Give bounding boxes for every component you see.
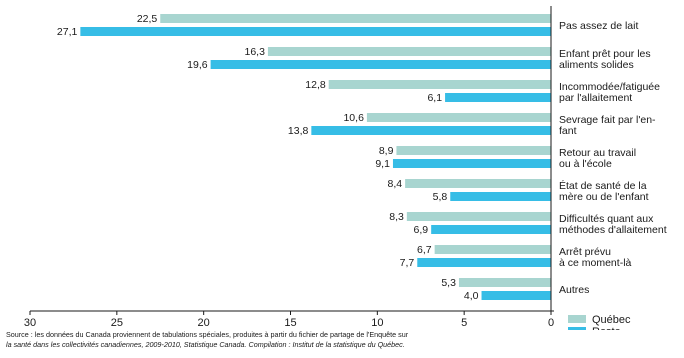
- value-label-quebec-1: 22,5: [137, 13, 158, 25]
- x-tick-label-5: 5: [461, 317, 467, 329]
- bar-quebec-9: [458, 278, 551, 287]
- bar-quebec-7: [406, 212, 551, 221]
- value-label-reste-du-canada-1: 27,1: [57, 26, 78, 38]
- bar-quebec-3: [328, 80, 551, 89]
- value-label-reste-du-canada-9: 4,0: [464, 290, 479, 302]
- bar-reste-du-canada-2: [210, 60, 551, 69]
- x-tick-label-15: 15: [284, 317, 296, 329]
- value-label-quebec-2: 16,3: [244, 46, 265, 58]
- x-tick-label-20: 20: [198, 317, 210, 329]
- value-label-quebec-7: 8,3: [389, 211, 404, 223]
- value-label-quebec-9: 5,3: [441, 277, 456, 289]
- x-tick-label-30: 30: [24, 317, 36, 329]
- value-label-quebec-8: 6,7: [417, 244, 432, 256]
- legend-swatch-quebec: [568, 315, 586, 323]
- bar-reste-du-canada-7: [431, 225, 551, 234]
- value-label-reste-du-canada-2: 19,6: [187, 59, 208, 71]
- bar-reste-du-canada-5: [392, 159, 551, 168]
- bar-chart: 22,5 27,1 16,3 19,6 12,8 6,1 10,6 13,8 8,99,1 8,4…: [24, 6, 667, 330]
- category-label-5: Retour au travail ou à l'école: [559, 147, 636, 170]
- bar-reste-du-canada-4: [311, 126, 551, 135]
- legend-swatch-reste-du-canada: [568, 327, 586, 330]
- category-labels-layer: Pas assez de lait Enfant prêt pour les ali…: [559, 20, 667, 296]
- bar-quebec-1: [160, 14, 551, 23]
- legend-label-reste-du-canada: Restedu Canada: [592, 326, 647, 330]
- category-label-8: Arrêt prévu à ce moment-là: [559, 246, 632, 269]
- value-label-quebec-6: 8,4: [388, 178, 403, 190]
- value-label-reste-du-canada-5: 9,1: [375, 158, 390, 170]
- value-label-quebec-4: 10,6: [343, 112, 364, 124]
- source-note: Source : les données du Canada provienne…: [6, 330, 566, 350]
- bar-quebec-4: [366, 113, 551, 122]
- category-label-1: Pas assez de lait: [559, 20, 638, 32]
- legend: QuébecRestedu Canada: [568, 314, 647, 330]
- x-axis: 30 25 20 15 10 5 0: [24, 6, 554, 329]
- category-label-3: Incommodée/fatiguée par l'allaitement: [559, 81, 660, 104]
- source-line-2: la santé dans les collectivités canadien…: [6, 340, 405, 349]
- category-label-6: État de santé de la mère ou de l'enfant: [559, 179, 649, 203]
- bar-quebec-2: [267, 47, 551, 56]
- bar-quebec-5: [396, 146, 551, 155]
- x-tick-label-10: 10: [371, 317, 383, 329]
- category-label-9: Autres: [559, 284, 589, 296]
- value-labels-layer: 22,5 27,1 16,3 19,6 12,8 6,1 10,6 13,8 8,99,1 8,4…: [57, 13, 479, 302]
- bar-reste-du-canada-8: [417, 258, 551, 267]
- category-label-7: Difficultés quant aux méthodes d'allaitem…: [559, 213, 667, 236]
- bars-layer: [80, 14, 551, 300]
- legend-label-quebec: Québec: [592, 314, 631, 326]
- bar-quebec-6: [405, 179, 551, 188]
- bar-reste-du-canada-6: [450, 192, 551, 201]
- value-label-reste-du-canada-8: 7,7: [400, 257, 415, 269]
- source-line-1: Source : les données du Canada provienne…: [6, 330, 409, 339]
- category-label-2: Enfant prêt pour les aliments solides: [559, 48, 651, 71]
- category-label-4: Sevrage fait par l'en-fant: [559, 114, 656, 137]
- x-tick-label-25: 25: [111, 317, 123, 329]
- bar-reste-du-canada-9: [481, 291, 551, 300]
- value-label-quebec-3: 12,8: [305, 79, 326, 91]
- value-label-reste-du-canada-6: 5,8: [433, 191, 448, 203]
- bar-reste-du-canada-3: [445, 93, 551, 102]
- value-label-reste-du-canada-4: 13,8: [288, 125, 309, 137]
- value-label-reste-du-canada-3: 6,1: [427, 92, 442, 104]
- value-label-quebec-5: 8,9: [379, 145, 394, 157]
- bar-quebec-8: [434, 245, 551, 254]
- x-tick-label-0: 0: [548, 317, 554, 329]
- bar-reste-du-canada-1: [80, 27, 551, 36]
- value-label-reste-du-canada-7: 6,9: [414, 224, 429, 236]
